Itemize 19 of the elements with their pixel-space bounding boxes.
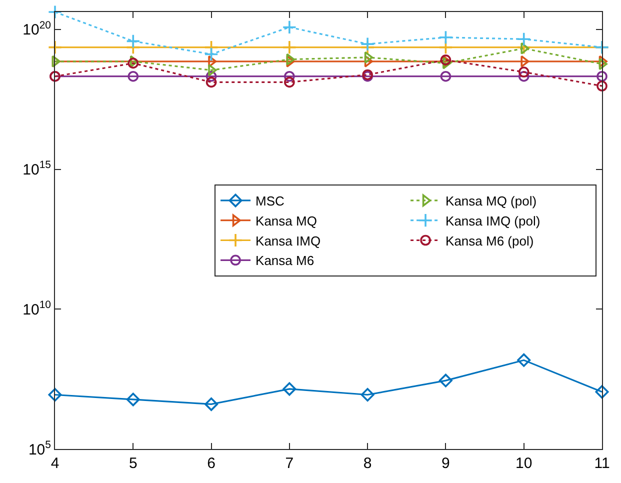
legend-label: Kansa MQ [256, 213, 317, 228]
x-tick-label: 8 [363, 455, 372, 472]
y-tick-label: 10$^{15}$ [22, 159, 52, 179]
legend-label: Kansa IMQ (pol) [446, 213, 540, 228]
x-tick-label: 10 [516, 455, 532, 472]
x-tick-label: 7 [285, 455, 294, 472]
legend-label: MSC [256, 194, 284, 209]
y-tick-label: 10$^{20}$ [22, 19, 52, 39]
x-tick-label: 6 [207, 455, 216, 472]
legend-label: Kansa MQ (pol) [446, 194, 537, 209]
legend-label: Kansa M6 [256, 253, 314, 268]
legend-label: Kansa IMQ [256, 233, 321, 248]
x-tick-label: 11 [594, 455, 610, 472]
x-tick-label: 4 [50, 455, 60, 472]
y-tick-label: 10$^{5}$ [28, 438, 52, 458]
x-tick-label: 9 [442, 455, 450, 472]
legend-label: Kansa M6 (pol) [446, 233, 534, 248]
y-tick-label: 10$^{10}$ [22, 299, 52, 318]
x-tick-label: 5 [128, 455, 138, 472]
